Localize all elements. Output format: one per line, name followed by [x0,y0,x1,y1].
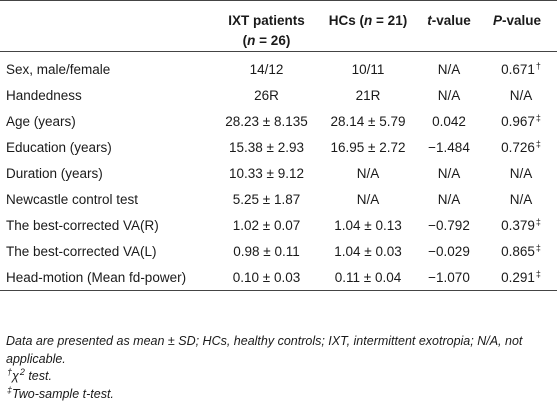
table-row: Newcastle control test 5.25 ± 1.87 N/A N/A N… [0,186,557,212]
p-value: 0.379‡ [501,216,541,233]
table-row: Head-motion (Mean fd-power) 0.10 ± 0.03 0.… [0,264,557,291]
t-value: N/A [437,61,461,77]
header-t-value: t-value [427,13,471,28]
p-value: 0.967‡ [501,112,541,129]
t-value: N/A [437,87,461,103]
row-label: The best-corrected VA(R) [6,217,159,233]
row-label: Newcastle control test [6,191,139,207]
table-row: Education (years) 15.38 ± 2.93 16.95 ± 2.7… [0,134,557,160]
p-value: 0.865‡ [501,242,541,259]
t-value: −0.792 [428,217,470,233]
p-value: N/A [509,165,533,181]
row-label: Duration (years) [6,165,103,181]
t-value: −1.484 [428,139,470,155]
row-label: Head-motion (Mean fd-power) [0,264,210,291]
row-label: Handedness [6,87,82,103]
ixt-value: 26R [254,87,279,103]
row-label: Sex, male/female [6,61,111,77]
header-blank [0,1,210,52]
ixt-value: 5.25 ± 1.87 [232,191,301,207]
hc-value: 28.14 ± 5.79 [330,113,406,129]
ixt-value: 15.38 ± 2.93 [229,139,304,155]
hc-value: 1.04 ± 0.13 [334,217,402,233]
row-label: Education (years) [6,139,112,155]
t-value: N/A [437,165,461,181]
header-ixt-patients: IXT patients (n = 26) [228,13,305,48]
ixt-value: 10.33 ± 9.12 [229,165,304,181]
ixt-value: 14/12 [249,61,284,77]
table-row: Handedness 26R 21R N/A N/A [0,82,557,108]
hc-value: 21R [355,87,381,103]
ixt-value: 0.10 ± 0.03 [210,264,323,291]
header-p-value: P-value [493,13,542,28]
t-value: 0.042 [432,113,466,129]
hc-value: 1.04 ± 0.03 [334,243,402,259]
p-value: N/A [509,191,533,207]
p-value: 0.671† [501,60,541,77]
demographics-table: IXT patients (n = 26) HCs (n = 21) t-val… [0,0,557,291]
table-row: Age (years) 28.23 ± 8.135 28.14 ± 5.79 0.04… [0,108,557,134]
table-row: Duration (years) 10.33 ± 9.12 N/A N/A N/A [0,160,557,186]
hc-value: 0.11 ± 0.04 [323,264,413,291]
footnote-abbreviations: Data are presented as mean ± SD; HCs, he… [6,334,523,366]
p-value: 0.291‡ [485,264,557,291]
p-value: N/A [509,87,533,103]
ixt-value: 0.98 ± 0.11 [233,243,300,259]
header-hcs: HCs (n = 21) [328,13,408,28]
table-row: The best-corrected VA(R) 1.02 ± 0.07 1.04 … [0,212,557,238]
row-label: The best-corrected VA(L) [6,243,157,259]
ixt-value: 1.02 ± 0.07 [232,217,301,233]
hc-value: N/A [356,191,380,207]
table-header-row: IXT patients (n = 26) HCs (n = 21) t-val… [0,0,557,52]
hc-value: 16.95 ± 2.72 [330,139,406,155]
ixt-value: 28.23 ± 8.135 [225,113,308,129]
table-footnotes: Data are presented as mean ± SD; HCs, he… [6,333,551,403]
table-row: The best-corrected VA(L) 0.98 ± 0.11 1.04 … [0,238,557,264]
t-value: −1.070 [413,264,485,291]
row-label: Age (years) [6,113,76,129]
hc-value: N/A [356,165,380,181]
t-value: −0.029 [428,243,470,259]
t-value: N/A [437,191,461,207]
table-row: Sex, male/female 14/12 10/11 N/A 0.671† [0,52,557,83]
hc-value: 10/11 [351,61,385,77]
p-value: 0.726‡ [501,138,541,155]
footnote-t-test: ‡Two-sample t-test. [7,384,114,401]
footnote-chi-square: †χ2 test. [7,367,52,384]
